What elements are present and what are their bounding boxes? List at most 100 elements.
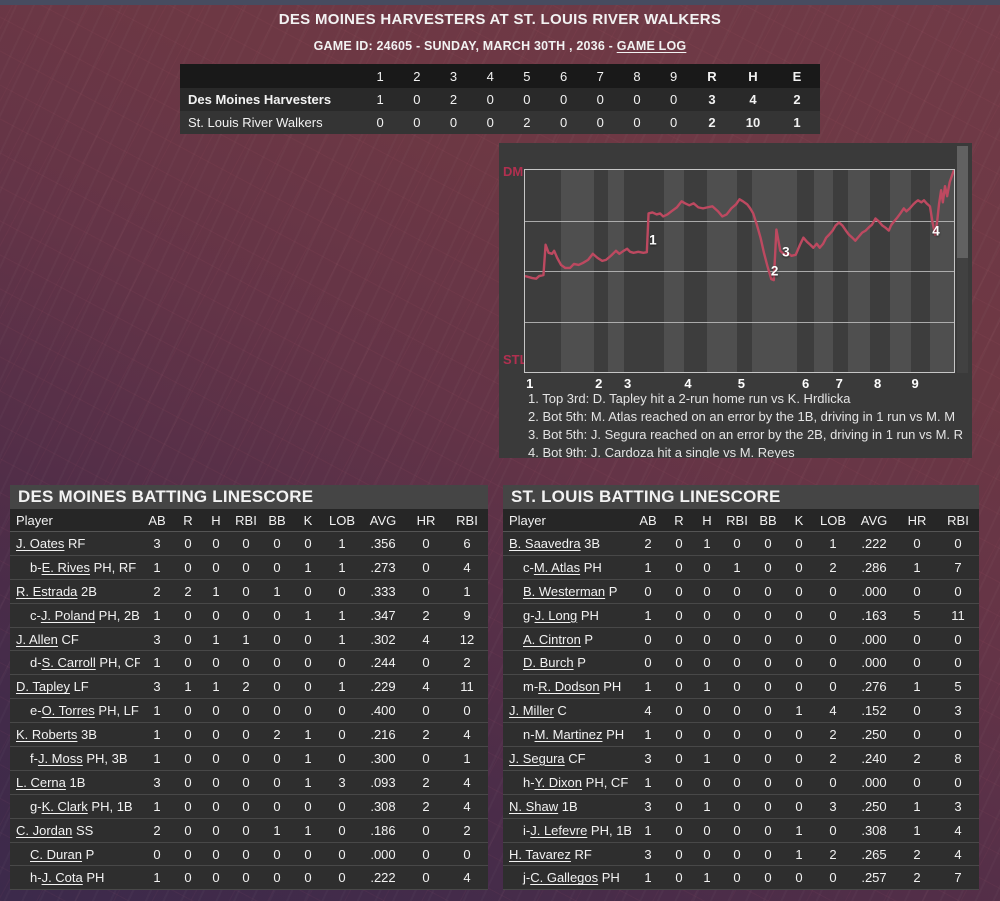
- scoreboard-col-2: 2: [413, 68, 421, 84]
- stat-cell: 12: [459, 631, 475, 647]
- stat-cell: 0: [675, 559, 683, 575]
- scoreboard-col-1: 1: [376, 68, 384, 84]
- player-name-link[interactable]: J. Cota: [41, 870, 83, 886]
- stat-cell: 0: [338, 750, 346, 766]
- stat-cell: 0: [954, 774, 962, 790]
- player-name-link[interactable]: A. Cintron: [523, 631, 581, 647]
- batting-row: d-S. Carroll PH, CF 1 0 0 0 0 0 0 .244 0 2: [10, 651, 488, 676]
- player-cell: d-S. Carroll PH, CF: [10, 655, 140, 670]
- stat-cell: 0: [733, 679, 741, 695]
- player-name-link[interactable]: H. Tavarez: [509, 846, 571, 862]
- player-name-link[interactable]: J. Lefevre: [530, 822, 588, 838]
- stat-cell: 1: [153, 703, 161, 719]
- player-name-link[interactable]: B. Westerman: [523, 583, 606, 599]
- stat-cell: 1: [703, 870, 711, 886]
- player-name-link[interactable]: R. Estrada: [16, 583, 78, 599]
- player-name-link[interactable]: R. Dodson: [538, 679, 600, 695]
- stat-cell: 0: [304, 655, 312, 671]
- player-name-link[interactable]: N. Shaw: [509, 798, 559, 814]
- player-name-link[interactable]: J. Miller: [509, 703, 554, 719]
- player-name-link[interactable]: E. Rives: [41, 559, 90, 575]
- chart-scrollbar-thumb[interactable]: [957, 146, 968, 258]
- stat-cell: 2: [273, 727, 281, 743]
- batting-row: h-J. Cota PH 1 0 0 0 0 0 0 .222 0 4: [10, 866, 488, 891]
- stat-cell: 11: [951, 607, 965, 623]
- stat-cell: 3: [644, 798, 652, 814]
- stat-cell: .273: [370, 559, 396, 575]
- stat-cell: 0: [703, 774, 711, 790]
- batting-table-title: ST. LOUIS BATTING LINESCORE: [503, 485, 979, 509]
- player-position: 3B: [77, 727, 97, 743]
- player-position: CF: [57, 631, 79, 647]
- inning-runs: 0: [486, 115, 494, 130]
- player-name-link[interactable]: K. Clark: [41, 798, 88, 814]
- chart-x-axis: 1 2 3 4 5 6 7 8 9: [524, 376, 955, 392]
- batting-col-header: AVG: [860, 512, 888, 528]
- player-name-link[interactable]: M. Atlas: [533, 559, 581, 575]
- stat-cell: .286: [861, 559, 887, 575]
- player-position: PH, CF: [582, 774, 629, 790]
- batting-col-header: LOB: [819, 512, 846, 528]
- stat-cell: 2: [829, 727, 837, 743]
- player-name-link[interactable]: S. Carroll: [41, 655, 96, 671]
- game-log-link[interactable]: GAME LOG: [616, 39, 687, 53]
- player-name-link[interactable]: O. Torres: [41, 703, 95, 719]
- stat-cell: 2: [829, 559, 837, 575]
- player-name-link[interactable]: B. Saavedra: [509, 535, 581, 551]
- scoreboard-col-E: E: [792, 68, 802, 84]
- player-cell: h-Y. Dixon PH, CF: [503, 775, 631, 790]
- stat-cell: 0: [733, 774, 741, 790]
- stat-cell: 0: [764, 583, 772, 599]
- stat-cell: 1: [338, 559, 346, 575]
- batting-row: J. Allen CF 3 0 1 1 0 0 1 .302 4 12: [10, 628, 488, 652]
- stat-cell: 0: [954, 727, 962, 743]
- stat-cell: 0: [242, 774, 250, 790]
- player-name-link[interactable]: Y. Dixon: [534, 774, 583, 790]
- chart-scrollbar-track[interactable]: [957, 146, 968, 373]
- stat-cell: 2: [463, 655, 471, 671]
- batting-row: e-O. Torres PH, LF 1 0 0 0 0 0 0 .400 0 0: [10, 699, 488, 724]
- player-name-link[interactable]: J. Moss: [37, 750, 83, 766]
- stat-cell: 0: [764, 750, 772, 766]
- stat-cell: 0: [829, 774, 837, 790]
- player-name-link[interactable]: D. Tapley: [16, 679, 70, 695]
- stat-cell: 0: [644, 583, 652, 599]
- player-name-link[interactable]: J. Allen: [16, 631, 58, 647]
- stat-cell: 3: [153, 679, 161, 695]
- player-name-link[interactable]: M. Martinez: [534, 727, 603, 743]
- player-name-link[interactable]: K. Roberts: [16, 727, 78, 743]
- player-name-link[interactable]: J. Oates: [16, 535, 65, 551]
- substitution-prefix: h-: [30, 870, 42, 886]
- game-subtitle: GAME ID: 24605 - SUNDAY, MARCH 30TH , 20…: [0, 39, 1000, 53]
- player-name-link[interactable]: J. Long: [534, 607, 578, 623]
- stat-cell: 1: [304, 727, 312, 743]
- player-name-link[interactable]: D. Burch: [523, 655, 574, 671]
- stat-cell: 4: [829, 703, 837, 719]
- batting-row: c-M. Atlas PH 1 0 0 1 0 0 2 .286 1 7: [503, 556, 979, 580]
- player-name-link[interactable]: C. Jordan: [16, 822, 73, 838]
- scoreboard-header-row: 1 2 3 4 5 6 7 8 9 R H E: [180, 64, 820, 88]
- stat-cell: .000: [861, 631, 887, 647]
- player-cell: e-O. Torres PH, LF: [10, 703, 140, 718]
- player-name-link[interactable]: L. Cerna: [16, 774, 66, 790]
- player-name-link[interactable]: J. Poland: [40, 607, 96, 623]
- stat-cell: 0: [338, 798, 346, 814]
- stat-cell: 3: [153, 535, 161, 551]
- stat-cell: 0: [764, 655, 772, 671]
- stat-cell: 0: [764, 607, 772, 623]
- batting-col-header: AB: [639, 512, 657, 528]
- errors-total: 1: [793, 115, 801, 130]
- scoreboard-col-6: 6: [559, 68, 568, 84]
- stat-cell: .000: [861, 655, 887, 671]
- player-name-link[interactable]: C. Gallegos: [530, 870, 599, 886]
- stat-cell: 0: [675, 822, 683, 838]
- player-cell: b-E. Rives PH, RF: [10, 560, 140, 575]
- batting-row: L. Cerna 1B 3 0 0 0 0 1 3 .093 2 4: [10, 771, 488, 795]
- stat-cell: 0: [913, 583, 921, 599]
- stat-cell: 0: [184, 822, 192, 838]
- stat-cell: 0: [795, 607, 803, 623]
- player-name-link[interactable]: J. Segura: [509, 750, 565, 766]
- xaxis-tick-label: 1: [526, 376, 534, 391]
- stat-cell: .400: [370, 703, 396, 719]
- player-name-link[interactable]: C. Duran: [30, 846, 83, 862]
